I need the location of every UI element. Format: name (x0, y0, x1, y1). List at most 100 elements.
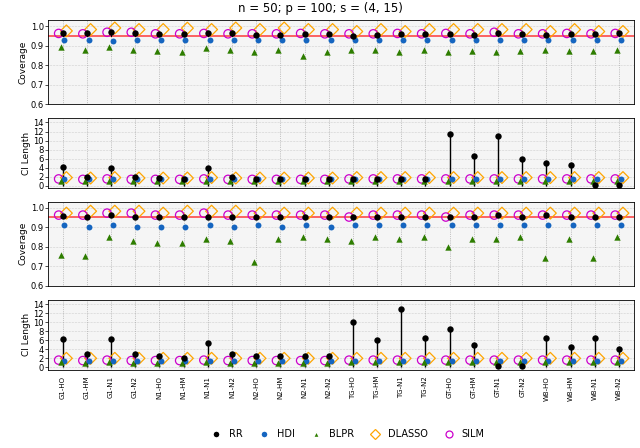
Y-axis label: CI Length: CI Length (22, 131, 31, 175)
Point (521, 210, 531, 217)
Point (180, 357, 191, 364)
Point (445, 130, 455, 138)
Point (467, 235, 477, 242)
Point (203, 213, 213, 220)
Point (489, 357, 499, 364)
Point (445, 213, 455, 220)
Point (493, 30, 503, 37)
Point (344, 213, 354, 220)
Y-axis label: Coverage: Coverage (19, 222, 28, 266)
Point (108, 175, 118, 182)
Point (588, 48, 598, 55)
Point (449, 210, 459, 217)
Point (447, 221, 457, 228)
Point (445, 30, 455, 37)
Point (349, 357, 360, 364)
Point (616, 221, 626, 228)
Point (618, 210, 628, 217)
Point (513, 357, 524, 364)
Point (134, 207, 144, 215)
Point (79, 253, 90, 260)
Point (158, 355, 168, 362)
Point (247, 357, 257, 364)
Point (81, 173, 92, 180)
Point (300, 353, 310, 360)
Point (349, 221, 360, 228)
Point (126, 357, 136, 364)
Point (207, 355, 217, 362)
Point (447, 175, 457, 182)
Point (400, 210, 410, 217)
Point (228, 36, 239, 43)
Point (177, 48, 187, 56)
Point (473, 26, 483, 33)
Point (328, 210, 338, 217)
Point (543, 221, 554, 228)
Point (519, 36, 529, 43)
Point (376, 26, 386, 33)
Point (277, 357, 287, 364)
Point (422, 357, 433, 364)
Point (470, 36, 481, 43)
Point (150, 30, 161, 38)
Point (370, 233, 380, 241)
Point (223, 357, 233, 364)
Point (227, 213, 237, 220)
Point (279, 174, 289, 181)
Point (473, 174, 483, 181)
Point (326, 223, 336, 230)
Point (370, 177, 380, 184)
Point (225, 47, 235, 54)
Point (277, 36, 287, 43)
Point (515, 359, 525, 366)
Point (175, 357, 185, 364)
Point (610, 30, 620, 37)
Point (179, 30, 189, 38)
Point (298, 233, 308, 241)
Point (473, 210, 483, 217)
Point (374, 221, 384, 228)
Point (491, 177, 501, 184)
Point (394, 235, 404, 242)
Point (441, 357, 451, 364)
Point (58, 336, 68, 343)
Point (349, 36, 360, 43)
Point (108, 37, 118, 44)
Point (346, 177, 356, 184)
Point (586, 30, 596, 38)
Point (134, 26, 144, 33)
Point (538, 357, 548, 364)
Point (86, 174, 96, 181)
Point (106, 29, 116, 36)
Point (182, 207, 193, 215)
Point (470, 221, 481, 228)
Point (344, 357, 354, 364)
Point (255, 174, 265, 181)
Point (541, 159, 552, 167)
Point (255, 355, 265, 362)
Point (374, 175, 384, 182)
Point (517, 155, 527, 162)
Point (322, 177, 332, 185)
Point (109, 355, 120, 362)
Point (441, 30, 451, 37)
Point (473, 355, 483, 362)
Point (515, 48, 525, 55)
Point (132, 357, 142, 364)
Point (58, 29, 68, 36)
Point (368, 175, 378, 182)
Point (255, 26, 265, 33)
Point (230, 24, 241, 31)
Point (513, 211, 524, 219)
Point (301, 176, 312, 183)
Point (132, 36, 142, 43)
Point (468, 32, 479, 39)
Point (618, 28, 628, 35)
Point (612, 177, 622, 184)
Point (372, 32, 382, 39)
Point (130, 213, 140, 220)
Point (372, 176, 382, 183)
Point (449, 355, 459, 362)
Point (320, 357, 330, 364)
Point (398, 357, 408, 364)
